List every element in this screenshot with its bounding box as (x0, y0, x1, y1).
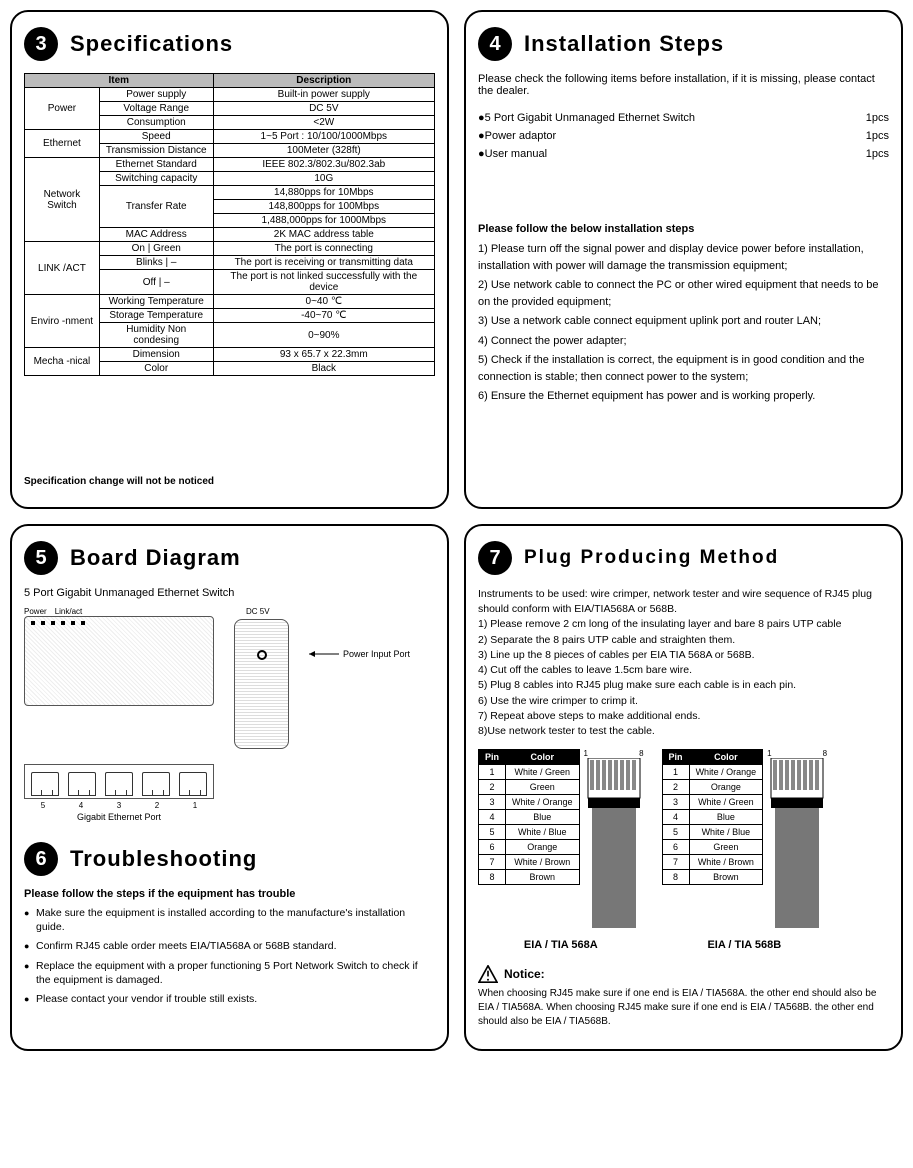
trouble-list: Make sure the equipment is installed acc… (24, 906, 435, 1006)
trouble-head: Please follow the steps if the equipment… (24, 888, 435, 900)
rj45-plug-icon (584, 758, 644, 928)
section-number-3: 3 (24, 27, 58, 61)
switch-top-icon (24, 616, 214, 706)
port-caption: Gigabit Ethernet Port (24, 812, 214, 822)
section-title-install: Installation Steps (524, 31, 724, 57)
section-number-6: 6 (24, 842, 58, 876)
ports-view-icon (24, 764, 214, 799)
power-port-label: Power Input Port (343, 649, 410, 659)
pin-table-568a: PinColor 1White / Green 2Green 3White / … (478, 749, 580, 885)
section-title-plug: Plug Producing Method (524, 547, 779, 569)
spec-note: Specification change will not be noticed (24, 476, 435, 487)
rj45-plug-icon (767, 758, 827, 928)
pin-table-568b: PinColor 1White / Orange 2Orange 3White … (662, 749, 764, 885)
plug-intro: Instruments to be used: wire crimper, ne… (478, 587, 889, 617)
notice-label: Notice: (504, 967, 545, 981)
label-568b: EIA / TIA 568B (707, 939, 781, 951)
panel-installation: 4 Installation Steps Please check the fo… (464, 10, 903, 509)
section-number-4: 4 (478, 27, 512, 61)
panel-specifications: 3 Specifications ItemDescription PowerPo… (10, 10, 449, 509)
section-number-5: 5 (24, 541, 58, 575)
section-title-spec: Specifications (70, 31, 233, 57)
switch-side-icon (234, 619, 289, 749)
spec-table: ItemDescription PowerPower supplyBuilt-i… (24, 73, 435, 376)
notice-text: When choosing RJ45 make sure if one end … (478, 987, 889, 1029)
warning-icon (478, 965, 498, 983)
install-intro: Please check the following items before … (478, 73, 889, 97)
panel-plug: 7 Plug Producing Method Instruments to b… (464, 524, 903, 1051)
section-title-board: Board Diagram (70, 545, 241, 571)
page-grid: 3 Specifications ItemDescription PowerPo… (10, 10, 903, 1051)
board-caption: 5 Port Gigabit Unmanaged Ethernet Switch (24, 587, 435, 599)
plug-steps: 1) Please remove 2 cm long of the insula… (478, 617, 889, 739)
panel-board-trouble: 5 Board Diagram 5 Port Gigabit Unmanaged… (10, 524, 449, 1051)
install-steps-head: Please follow the below installation ste… (478, 223, 889, 235)
install-steps: 1) Please turn off the signal power and … (478, 241, 889, 405)
install-checklist: 5 Port Gigabit Unmanaged Ethernet Switch… (478, 109, 889, 163)
section-number-7: 7 (478, 541, 512, 575)
label-568a: EIA / TIA 568A (524, 939, 598, 951)
section-title-trouble: Troubleshooting (70, 846, 257, 872)
